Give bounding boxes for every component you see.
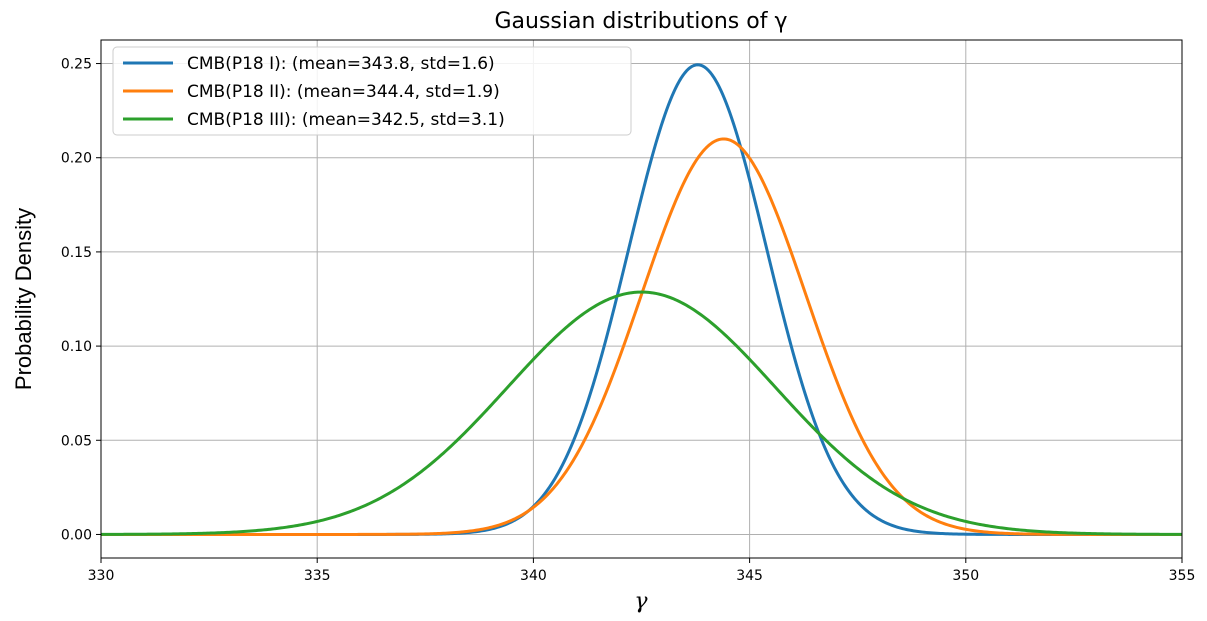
x-tick-label: 330 (88, 568, 115, 584)
y-axis-label: Probability Density (11, 208, 36, 390)
x-axis: 330 335 340 345 350 355 (88, 558, 1196, 584)
x-tick-label: 340 (520, 568, 547, 584)
y-tick-label: 0.15 (61, 245, 92, 261)
plot-frame (100, 39, 1183, 559)
series-line-3 (101, 290, 1182, 536)
x-tick-label: 355 (1169, 568, 1196, 584)
legend-label-1: CMB(P18 I): (mean=343.8, std=1.6) (187, 54, 495, 74)
legend-box (112, 46, 632, 136)
x-tick-label: 345 (736, 568, 763, 584)
x-axis-label: γ (634, 589, 648, 614)
legend: CMB(P18 I): (mean=343.8, std=1.6) CMB(P18… (112, 46, 632, 136)
x-tick-label: 350 (952, 568, 979, 584)
y-tick-label: 0.05 (61, 433, 92, 449)
y-tick-label: 0.25 (61, 57, 92, 73)
chart-title: Gaussian distributions of γ (495, 9, 788, 34)
x-tick-label: 335 (304, 568, 331, 584)
y-tick-label: 0.10 (61, 339, 92, 355)
series-group (101, 63, 1182, 536)
series-line-2 (101, 137, 1182, 536)
legend-label-3: CMB(P18 III): (mean=342.5, std=3.1) (187, 110, 505, 130)
y-axis: 0.00 0.05 0.10 0.15 0.20 0.25 (61, 57, 101, 543)
y-tick-label: 0.00 (61, 527, 92, 543)
legend-label-2: CMB(P18 II): (mean=344.4, std=1.9) (187, 82, 500, 102)
y-tick-label: 0.20 (61, 151, 92, 167)
